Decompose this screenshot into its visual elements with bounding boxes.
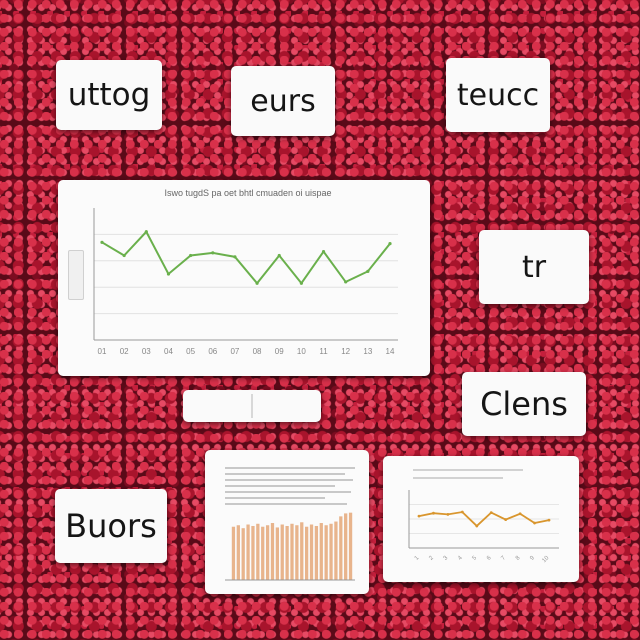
bar (309, 524, 314, 580)
chart-x-tick-label: 8 (515, 555, 522, 562)
chart-x-tick-label: 06 (208, 347, 217, 356)
chart-point (460, 510, 464, 514)
chart-point (533, 521, 536, 525)
bar (290, 523, 294, 580)
main-line-chart-panel[interactable]: Iswo tugdS pa oet bhtl cmuaden oi uispae… (58, 180, 430, 376)
chart-x-tick-label: 3 (443, 555, 450, 562)
label-card-buors[interactable]: Buors (55, 489, 167, 563)
bar (305, 526, 309, 580)
label-card-teucc[interactable]: teucc (446, 58, 550, 132)
chart-point (446, 512, 450, 516)
chart-x-tick-label: 5 (472, 555, 479, 562)
chart-x-tick-label: 4 (457, 555, 464, 562)
chart-x-tick-label: 05 (186, 347, 195, 356)
bar (251, 525, 255, 580)
chart-x-tick-label: 02 (120, 347, 129, 356)
chart-x-tick-label: 07 (230, 347, 239, 356)
chart-point (475, 524, 479, 528)
chart-x-tick-label: 1 (414, 555, 421, 562)
label-text: eurs (250, 83, 316, 119)
chart-x-tick-label: 08 (253, 347, 262, 356)
bar (295, 525, 299, 580)
label-text: Clens (480, 385, 568, 423)
chart-series-line (101, 230, 391, 285)
bar (329, 523, 333, 580)
chart-point (388, 242, 392, 246)
bar (334, 521, 338, 580)
chart-point (189, 253, 193, 258)
bar (280, 524, 284, 580)
chart-point (100, 240, 104, 244)
chart-point (255, 281, 259, 285)
bar (344, 513, 348, 580)
bar (314, 525, 319, 580)
chart-point (233, 255, 237, 259)
bar (275, 527, 279, 580)
chart-point (344, 280, 348, 284)
bar (300, 522, 304, 580)
chart-point (277, 253, 281, 258)
label-card-tr[interactable]: tr (479, 230, 589, 304)
chart-x-tick-label: 14 (386, 347, 395, 356)
bar (348, 512, 353, 580)
bar-chart-panel[interactable] (205, 450, 369, 594)
bar (285, 525, 289, 580)
bar (256, 523, 260, 580)
chart-x-tick-label: 12 (341, 347, 350, 356)
label-text: tr (521, 249, 547, 285)
chart-x-tick-label: 09 (275, 347, 284, 356)
slider-divider (251, 394, 253, 418)
bar (319, 523, 323, 580)
bar (261, 526, 265, 580)
chart-x-tick-label: 10 (297, 347, 306, 356)
chart-point (417, 514, 421, 518)
small-chart-series-line (418, 511, 550, 528)
chart-point (547, 518, 551, 522)
label-card-clens[interactable]: Clens (462, 372, 586, 436)
chart-point (299, 281, 303, 285)
chart-side-tab[interactable] (68, 250, 84, 300)
chart-x-tick-label: 01 (98, 347, 107, 356)
chart-x-tick-label: 13 (363, 347, 372, 356)
chart-x-tick-label: 03 (142, 347, 151, 356)
chart-x-tick-label: 2 (428, 555, 435, 562)
bar (339, 516, 343, 580)
chart-point (489, 511, 493, 515)
chart-x-tick-label: 04 (164, 347, 173, 356)
bar (236, 525, 240, 580)
chart-point (518, 512, 522, 516)
bar (231, 526, 236, 580)
chart-point (321, 249, 326, 254)
bar (324, 525, 328, 580)
bar (241, 528, 245, 580)
chart-x-tick-label: 9 (529, 555, 536, 562)
chart-point (366, 269, 370, 273)
label-text: teucc (456, 77, 540, 113)
label-text: uttog (67, 77, 151, 113)
label-card-uttog[interactable]: uttog (56, 60, 162, 130)
chart-point (144, 230, 148, 234)
bar (246, 524, 250, 580)
bar (265, 525, 270, 580)
bar (270, 523, 275, 580)
main-line-chart: Iswo tugdS pa oet bhtl cmuaden oi uispae… (93, 188, 398, 356)
small-line-chart: 1 2 3 4 5 6 7 8 9 10 (408, 469, 559, 564)
chart-point (122, 253, 126, 258)
empty-slider-card[interactable] (183, 390, 321, 422)
chart-x-tick-label: 6 (486, 555, 493, 562)
chart-title: Iswo tugdS pa oet bhtl cmuaden oi uispae (164, 188, 331, 198)
small-line-chart-panel[interactable]: 1 2 3 4 5 6 7 8 9 10 (383, 456, 579, 582)
chart-x-tick-label: 11 (319, 347, 328, 356)
chart-point (211, 251, 215, 255)
chart-point (504, 518, 508, 521)
bar-chart (225, 467, 355, 581)
chart-x-tick-label: 7 (500, 555, 507, 562)
label-card-eurs[interactable]: eurs (231, 66, 335, 136)
label-text: Buors (65, 507, 157, 545)
chart-point (166, 272, 171, 276)
chart-point (432, 511, 435, 515)
chart-x-tick-label: 10 (541, 555, 550, 564)
